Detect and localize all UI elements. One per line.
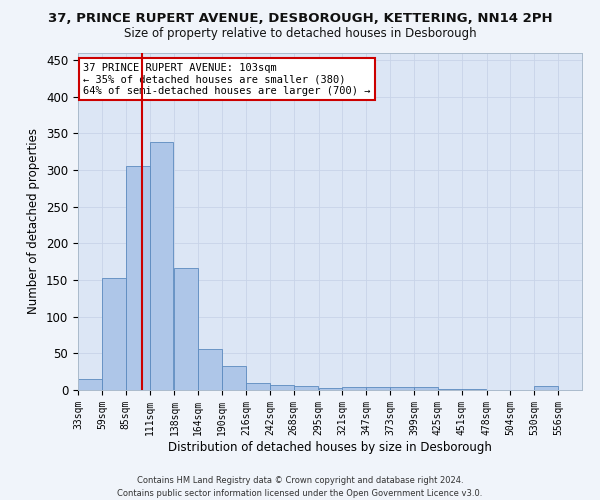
Bar: [78, 379, 102, 390]
Bar: [534, 386, 558, 390]
Bar: [175, 268, 198, 390]
Y-axis label: Number of detached properties: Number of detached properties: [28, 128, 40, 314]
Bar: [319, 388, 343, 390]
Bar: [222, 366, 246, 390]
Text: Contains HM Land Registry data © Crown copyright and database right 2024.
Contai: Contains HM Land Registry data © Crown c…: [118, 476, 482, 498]
Bar: [414, 387, 438, 390]
Bar: [246, 384, 270, 390]
Bar: [390, 387, 414, 390]
Bar: [198, 349, 222, 390]
Text: 37 PRINCE RUPERT AVENUE: 103sqm
← 35% of detached houses are smaller (380)
64% o: 37 PRINCE RUPERT AVENUE: 103sqm ← 35% of…: [83, 62, 371, 96]
Bar: [270, 385, 294, 390]
Bar: [294, 386, 317, 390]
Text: Size of property relative to detached houses in Desborough: Size of property relative to detached ho…: [124, 28, 476, 40]
Bar: [102, 278, 126, 390]
Bar: [126, 166, 149, 390]
Text: 37, PRINCE RUPERT AVENUE, DESBOROUGH, KETTERING, NN14 2PH: 37, PRINCE RUPERT AVENUE, DESBOROUGH, KE…: [47, 12, 553, 26]
Bar: [343, 387, 366, 390]
Bar: [366, 387, 390, 390]
Bar: [149, 142, 173, 390]
X-axis label: Distribution of detached houses by size in Desborough: Distribution of detached houses by size …: [168, 440, 492, 454]
